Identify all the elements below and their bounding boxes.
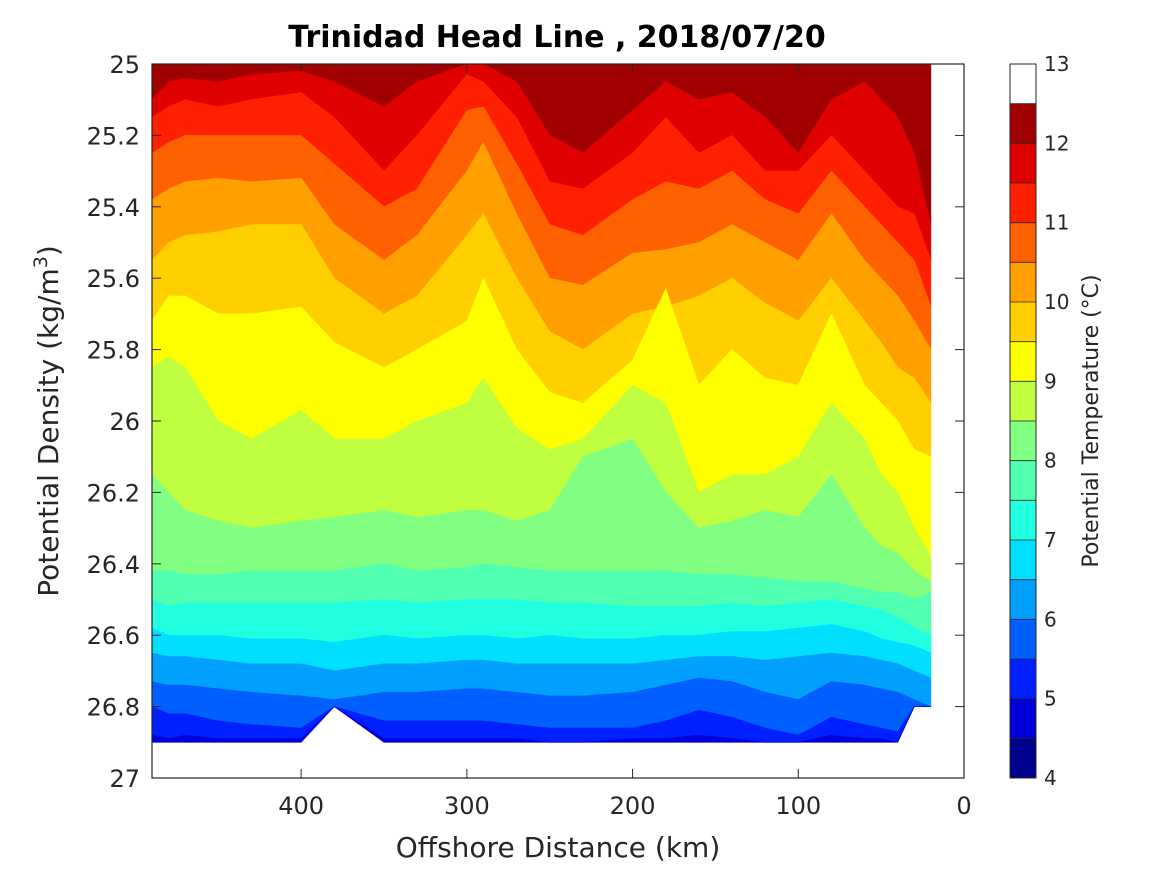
- colorbar-bands: [1010, 103, 1036, 778]
- y-tick-label: 26.2: [87, 479, 140, 507]
- colorbar-tick-label: 5: [1044, 687, 1057, 711]
- colorbar-band: [1010, 421, 1036, 461]
- colorbar-tick-label: 10: [1044, 290, 1069, 314]
- colorbar-band: [1010, 143, 1036, 183]
- contour-band: [152, 706, 931, 743]
- y-tick-label: 25.6: [87, 265, 140, 293]
- contour-band: [152, 64, 931, 93]
- contour-fill: [152, 64, 932, 743]
- colorbar-tick-label: 13: [1044, 52, 1069, 76]
- colorbar-tick-label: 4: [1044, 766, 1057, 790]
- colorbar-band: [1010, 540, 1036, 580]
- y-tick-label: 26: [109, 408, 140, 436]
- x-tick-label: 300: [444, 792, 490, 820]
- colorbar-band: [1010, 698, 1036, 739]
- colorbar-band: [1010, 619, 1036, 659]
- y-tick-label: 25: [109, 51, 140, 79]
- y-axis-label-superscript: 3: [30, 256, 52, 268]
- y-tick-label: 26.6: [87, 622, 140, 650]
- colorbar-frame: [1009, 63, 1037, 779]
- y-tick-label: 27: [109, 765, 140, 793]
- x-tick-label: 200: [610, 792, 656, 820]
- chart-title: Trinidad Head Line , 2018/07/20: [288, 20, 825, 55]
- colorbar-tick-label: 12: [1044, 131, 1069, 155]
- y-tick-label: 25.4: [87, 194, 140, 222]
- y-axis-label-close: ): [32, 245, 65, 256]
- colorbar-band: [1010, 222, 1036, 263]
- colorbar: 4 5 6 7 8 9 10 11 12 13: [1009, 52, 1069, 790]
- colorbar-band: [1010, 381, 1036, 421]
- colorbar-tick-label: 6: [1044, 607, 1057, 631]
- colorbar-band: [1010, 659, 1036, 699]
- colorbar-band: [1010, 183, 1036, 223]
- plot-area: 400 300 200 100 0 25 25.2 25.4 25.6 25.8 26 26.2 26…: [87, 51, 972, 820]
- colorbar-band: [1010, 103, 1036, 144]
- x-tick-label: 0: [956, 792, 971, 820]
- colorbar-label: Potential Temperature (°C): [1079, 274, 1104, 567]
- y-axis-label-main: Potential Density (kg/m: [32, 268, 65, 597]
- x-axis: 400 300 200 100 0: [278, 64, 972, 820]
- colorbar-band: [1010, 579, 1036, 620]
- x-tick-label: 400: [278, 792, 324, 820]
- colorbar-band: [1010, 341, 1036, 382]
- colorbar-band: [1010, 302, 1036, 342]
- colorbar-band: [1010, 460, 1036, 501]
- y-tick-label: 26.8: [87, 694, 140, 722]
- x-axis-label: Offshore Distance (km): [396, 831, 721, 864]
- y-tick-label: 25.2: [87, 122, 140, 150]
- colorbar-band: [1010, 500, 1036, 540]
- colorbar-ticks: 4 5 6 7 8 9 10 11 12 13: [1044, 52, 1069, 790]
- y-tick-label: 25.8: [87, 337, 140, 365]
- y-axis-label: Potential Density (kg/m3): [30, 245, 65, 597]
- y-axis: 25 25.2 25.4 25.6 25.8 26 26.2 26.4 26.6 26.8 27: [87, 51, 964, 793]
- x-tick-label: 100: [775, 792, 821, 820]
- colorbar-band: [1010, 262, 1036, 302]
- colorbar-band: [1010, 738, 1036, 778]
- colorbar-tick-label: 9: [1044, 369, 1057, 393]
- y-tick-label: 26.4: [87, 551, 140, 579]
- colorbar-tick-label: 8: [1044, 449, 1057, 473]
- colorbar-tick-label: 7: [1044, 528, 1057, 552]
- colorbar-tick-label: 11: [1044, 211, 1069, 235]
